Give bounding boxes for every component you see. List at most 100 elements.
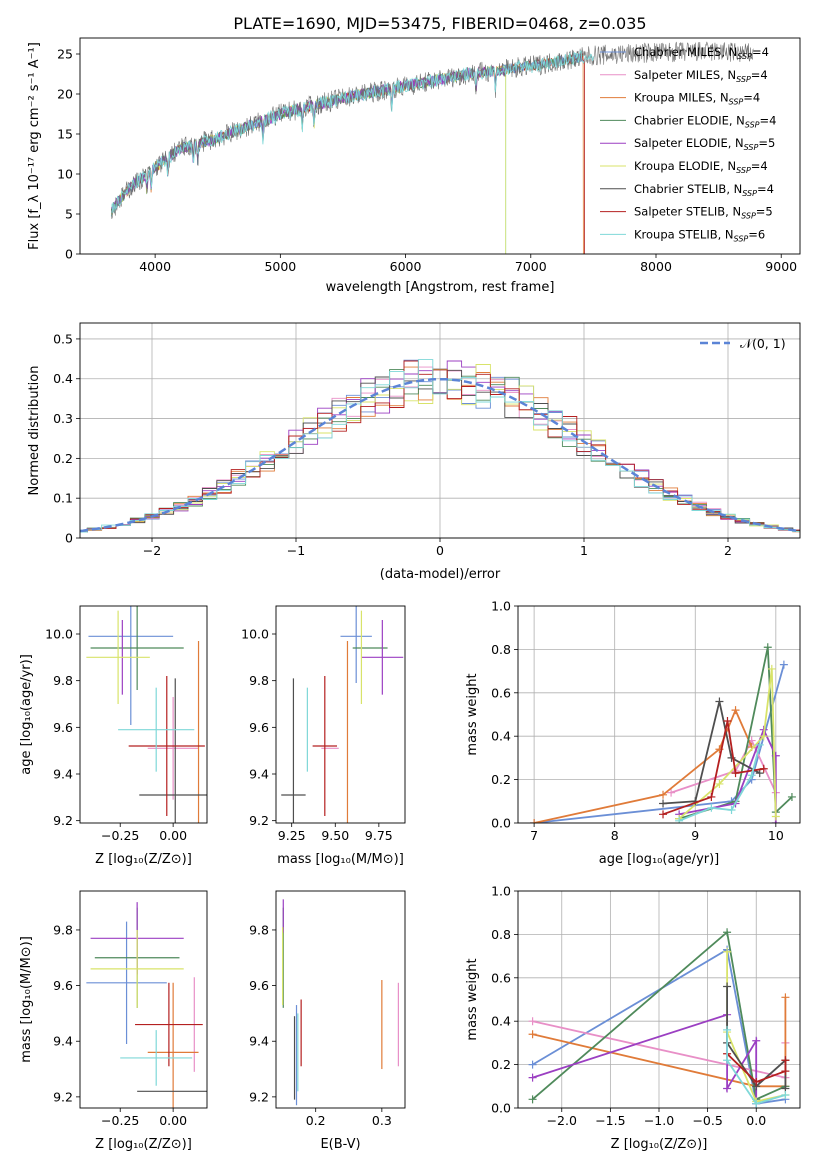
plot-frame bbox=[275, 605, 406, 824]
plot-area bbox=[110, 41, 754, 254]
x-axis-label: age [log₁₀(age/yr)] bbox=[599, 852, 720, 867]
y-tick-label: 9.2 bbox=[249, 1089, 269, 1104]
weight-point-marker bbox=[752, 1099, 761, 1108]
x-tick-label: −0.25 bbox=[101, 828, 139, 843]
weight-point-marker bbox=[767, 664, 776, 673]
x-tick-label: 0 bbox=[436, 543, 444, 558]
legend-label: 𝒩(0, 1) bbox=[740, 336, 786, 351]
y-tick-label: 0.0 bbox=[491, 816, 511, 831]
weight-point-marker bbox=[715, 779, 724, 788]
x-tick-label: 0.00 bbox=[159, 828, 187, 843]
y-axis-label: age [log₁₀(age/yr)] bbox=[19, 654, 34, 775]
y-tick-label: 0.1 bbox=[53, 491, 73, 506]
legend-label: Salpeter STELIB, NSSP=5 bbox=[634, 205, 773, 221]
y-axis-label: mass weight bbox=[465, 958, 480, 1040]
y-tick-label: 0.3 bbox=[53, 411, 73, 426]
weight-point-marker bbox=[659, 790, 668, 799]
y-axis-label: Normed distribution bbox=[27, 366, 42, 496]
x-axis-label: mass [log₁₀(M/M⊙)] bbox=[277, 852, 404, 867]
weight-point-marker bbox=[723, 1056, 732, 1065]
legend-label: Chabrier MILES, NSSP=4 bbox=[634, 45, 769, 61]
y-tick-label: 0.4 bbox=[53, 371, 73, 386]
weight-point-marker bbox=[528, 1060, 537, 1069]
legend-label: Salpeter MILES, NSSP=4 bbox=[634, 68, 768, 84]
plot-frame bbox=[517, 605, 801, 824]
x-tick-label: −2.0 bbox=[547, 1113, 577, 1128]
weight-point-marker bbox=[659, 799, 668, 808]
x-tick-label: 10 bbox=[768, 828, 784, 843]
gaussian-reference-curve bbox=[80, 377, 798, 533]
weight-point-marker bbox=[723, 717, 732, 726]
weight-point-marker bbox=[659, 810, 668, 819]
x-tick-label: 5000 bbox=[264, 259, 296, 274]
x-axis-label: Z [log₁₀(Z/Z⊙)] bbox=[95, 1137, 192, 1152]
weight-point-marker bbox=[727, 805, 736, 814]
weight-point-marker bbox=[771, 812, 780, 821]
y-tick-label: 0.4 bbox=[491, 1014, 511, 1029]
x-axis-label: Z [log₁₀(Z/Z⊙)] bbox=[95, 852, 192, 867]
y-tick-label: 0 bbox=[65, 531, 73, 546]
y-tick-label: 0 bbox=[65, 247, 73, 262]
x-tick-label: −1.0 bbox=[644, 1113, 674, 1128]
x-tick-label: 0.2 bbox=[306, 1113, 326, 1128]
residual-histogram-panel: −2 −1 0 1 2 0 0.1 0.2 0.3 0.4 0.5 (data-model)/erro… bbox=[27, 322, 801, 582]
x-axis-label: wavelength [Angstrom, rest frame] bbox=[326, 280, 555, 295]
y-tick-label: 0.2 bbox=[491, 772, 511, 787]
x-tick-label: 9 bbox=[691, 828, 699, 843]
weight-point-marker bbox=[779, 660, 788, 669]
weight-point-marker bbox=[723, 982, 732, 991]
weight-point-marker bbox=[787, 792, 796, 801]
x-tick-label: 0.3 bbox=[372, 1113, 392, 1128]
x-tick-label: 7000 bbox=[515, 259, 547, 274]
x-tick-label: −2 bbox=[143, 543, 161, 558]
y-tick-label: 9.4 bbox=[249, 1034, 269, 1049]
plot-area bbox=[281, 606, 404, 823]
plot-area bbox=[86, 902, 207, 1108]
y-tick-label: 0.6 bbox=[491, 685, 511, 700]
y-tick-label: 0.8 bbox=[491, 927, 511, 942]
x-tick-label: 2 bbox=[724, 543, 732, 558]
legend-label: Chabrier ELODIE, NSSP=4 bbox=[634, 113, 776, 129]
weight-point-marker bbox=[530, 819, 539, 823]
legend-label: Salpeter ELODIE, NSSP=5 bbox=[634, 136, 775, 152]
weight-point-marker bbox=[723, 947, 732, 956]
weight-point-marker bbox=[528, 1017, 537, 1026]
weight-point-marker bbox=[715, 697, 724, 706]
figure-title: PLATE=1690, MJD=53475, FIBERID=0468, z=0… bbox=[233, 14, 646, 33]
weight-series-line bbox=[532, 997, 787, 1088]
age-vs-metallicity-panel: −0.25 0.00 9.2 9.4 9.6 9.8 10.0 Z [log₁₀(Z/Z⊙)]… bbox=[19, 605, 208, 867]
x-tick-label: 7 bbox=[530, 828, 538, 843]
y-tick-label: 9.8 bbox=[53, 922, 73, 937]
y-tick-label: 0.2 bbox=[53, 451, 73, 466]
weight-series-line bbox=[726, 1029, 786, 1105]
model-spectrum-line bbox=[111, 50, 594, 214]
y-tick-label: 9.6 bbox=[249, 720, 269, 735]
plot-area bbox=[528, 928, 790, 1108]
x-axis-label: Z [log₁₀(Z/Z⊙)] bbox=[611, 1137, 708, 1152]
y-tick-label: 9.6 bbox=[249, 978, 269, 993]
y-tick-label: 9.4 bbox=[53, 1034, 73, 1049]
plot-frame bbox=[79, 322, 801, 539]
weight-point-marker bbox=[747, 771, 756, 780]
y-tick-label: 9.8 bbox=[53, 673, 73, 688]
weight-point-marker bbox=[675, 816, 684, 823]
plot-frame bbox=[79, 890, 208, 1109]
x-tick-label: 9.25 bbox=[278, 828, 306, 843]
weight-point-marker bbox=[528, 1073, 537, 1082]
weight-vs-metallicity-panel: −2.0 −1.5 −1.0 −0.5 0.0 0.0 0.2 0.4 0.6 0.8 1.0 Z [… bbox=[465, 884, 801, 1152]
weight-point-marker bbox=[528, 1030, 537, 1039]
weight-point-marker bbox=[731, 706, 740, 715]
y-tick-label: 9.6 bbox=[53, 720, 73, 735]
legend-label: Chabrier STELIB, NSSP=4 bbox=[634, 182, 774, 198]
mass-vs-metallicity-panel: −0.25 0.00 9.2 9.4 9.6 9.8 Z [log₁₀(Z/Z⊙)] mass… bbox=[19, 890, 208, 1152]
y-tick-label: 1.0 bbox=[491, 599, 511, 614]
y-axis-label: mass [log₁₀(M/M⊙)] bbox=[19, 936, 34, 1063]
y-tick-label: 5 bbox=[65, 207, 73, 222]
legend-label: Kroupa ELODIE, NSSP=4 bbox=[634, 159, 768, 175]
x-tick-label: 9.50 bbox=[321, 828, 349, 843]
plot-area bbox=[86, 606, 207, 823]
mass-vs-extinction-panel: 0.2 0.3 9.2 9.4 9.6 9.8 E(B-V) bbox=[249, 890, 406, 1152]
y-axis-label: Flux [f_λ 10⁻¹⁷ erg cm⁻² s⁻¹ A⁻¹] bbox=[27, 42, 42, 250]
weight-series-line bbox=[534, 664, 785, 823]
